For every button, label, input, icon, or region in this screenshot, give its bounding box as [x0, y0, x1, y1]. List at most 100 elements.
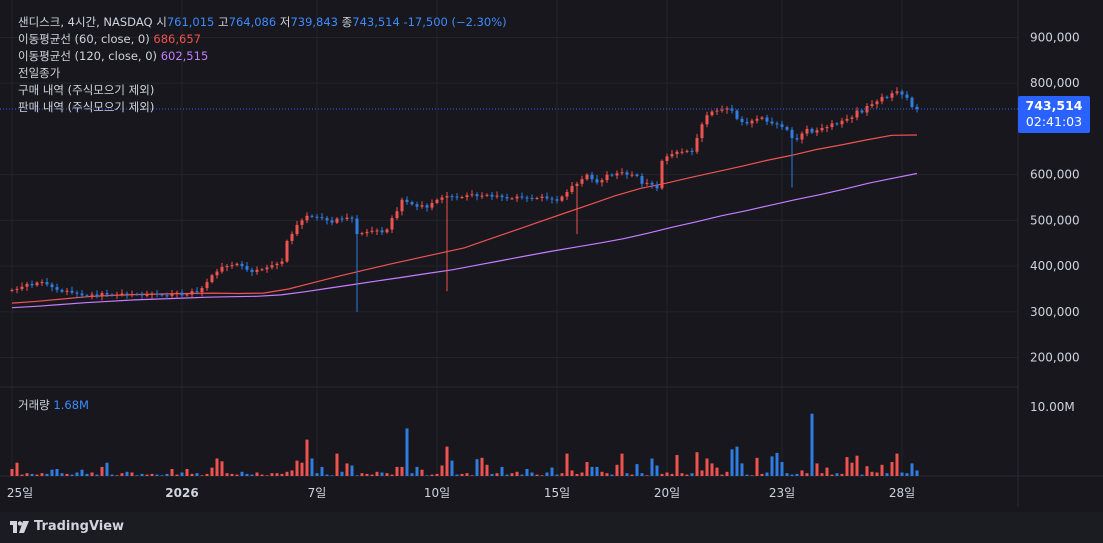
candle-body	[80, 293, 84, 296]
candle-body	[195, 291, 199, 293]
volume-bar	[420, 469, 424, 476]
volume-bar	[315, 473, 319, 476]
candle-body	[110, 294, 114, 296]
volume-bar	[435, 473, 439, 476]
volume-bar	[725, 471, 729, 476]
volume-bar	[445, 446, 449, 476]
high-label: 고	[218, 15, 229, 29]
volume-bar	[760, 473, 764, 476]
volume-bar	[390, 474, 394, 476]
chart-area[interactable]: 900,000 800,000 600,000 500,000 400,000 300,0…	[0, 0, 1103, 512]
candle-body	[290, 234, 294, 241]
candle-body	[135, 293, 139, 295]
ma120-label: 이동평균선 (120, close, 0)	[18, 49, 158, 63]
candle-body	[385, 229, 389, 233]
volume-bar	[120, 473, 124, 476]
volume-bar	[425, 475, 429, 476]
volume-bar	[250, 474, 254, 476]
volume-bar	[895, 453, 899, 476]
close-label: 종	[341, 15, 353, 29]
volume-bar	[430, 474, 434, 476]
chart-canvas[interactable]: 900,000 800,000 600,000 500,000 400,000 300,0…	[0, 0, 1103, 512]
prev-close-label: 전일종가	[18, 66, 61, 80]
candle-body	[175, 292, 179, 294]
symbol-name[interactable]: 샌디스크, 4시간, NASDAQ	[18, 15, 153, 29]
volume-bar	[480, 457, 484, 476]
volume-bar	[15, 462, 19, 476]
volume-bar	[90, 472, 94, 476]
candle-body	[820, 127, 824, 131]
candle-body	[95, 294, 99, 297]
candle-body	[755, 118, 759, 121]
volume-bar	[645, 475, 649, 476]
candle-body	[430, 202, 434, 208]
volume-bar	[755, 457, 759, 476]
volume-bar	[180, 472, 184, 476]
volume-bar	[350, 465, 354, 476]
candle-body	[185, 294, 189, 296]
volume-bar	[450, 460, 454, 476]
candle-body	[760, 117, 764, 119]
volume-bar	[50, 469, 54, 476]
volume-bar	[540, 475, 544, 476]
close-value: 743,514	[352, 15, 400, 29]
candle-body	[450, 196, 454, 198]
time-axis-label: 7일	[308, 486, 327, 500]
prev-close-row[interactable]: 전일종가	[18, 65, 507, 82]
volume-bar	[670, 473, 674, 476]
candle-body	[210, 275, 214, 283]
tradingview-logo[interactable]: TradingView	[10, 519, 124, 534]
candle-body	[710, 111, 714, 116]
candle-body	[480, 195, 484, 197]
candle-body	[460, 197, 464, 199]
volume-legend[interactable]: 거래량 1.68M	[18, 397, 89, 413]
candle-body	[380, 230, 384, 233]
candle-body	[805, 128, 809, 134]
ma60-row[interactable]: 이동평균선 (60, close, 0) 686,657	[18, 31, 507, 48]
sell-history-row[interactable]: 판매 내역 (주식모으기 제외)	[18, 99, 507, 116]
volume-bar	[215, 458, 219, 476]
volume-bar	[305, 439, 309, 476]
candle-body	[145, 294, 149, 296]
volume-bar	[230, 473, 234, 476]
buy-history-row[interactable]: 구매 내역 (주식모으기 제외)	[18, 82, 507, 99]
volume-bar	[195, 473, 199, 476]
candle-body	[170, 293, 174, 296]
volume-bar	[165, 473, 169, 476]
volume-bar	[720, 474, 724, 476]
candle-body	[10, 289, 14, 291]
candle-body	[325, 218, 329, 221]
buy-history-label: 구매 내역 (주식모으기 제외)	[18, 83, 155, 97]
candle-body	[335, 218, 339, 223]
volume-bar	[285, 471, 289, 476]
volume-bar	[300, 462, 304, 476]
volume-bar	[580, 472, 584, 476]
volume-bar	[610, 474, 614, 476]
volume-bar	[245, 473, 249, 476]
candle-body	[750, 120, 754, 124]
ma120-row[interactable]: 이동평균선 (120, close, 0) 602,515	[18, 48, 507, 65]
volume-bar	[915, 470, 919, 476]
volume-bar	[460, 473, 464, 476]
candle-body	[215, 271, 219, 276]
volume-bar	[365, 473, 369, 476]
volume-bar	[375, 471, 379, 476]
volume-bar	[655, 465, 659, 476]
candle-body	[825, 127, 829, 129]
volume-bar	[835, 473, 839, 476]
volume-bar	[45, 473, 49, 476]
candle-body	[550, 198, 554, 200]
candle-body	[790, 129, 794, 139]
volume-bar	[650, 458, 654, 476]
volume-bar	[850, 462, 854, 476]
candle-body	[305, 215, 309, 221]
price-axis-label: 800,000	[1030, 76, 1080, 90]
candle-body	[55, 287, 59, 290]
candle-body	[105, 293, 109, 295]
volume-bar	[550, 467, 554, 476]
volume-bar	[405, 428, 409, 476]
volume-bar	[465, 473, 469, 476]
candle-body	[130, 293, 134, 295]
candle-body	[350, 217, 354, 219]
volume-bar	[410, 473, 414, 476]
